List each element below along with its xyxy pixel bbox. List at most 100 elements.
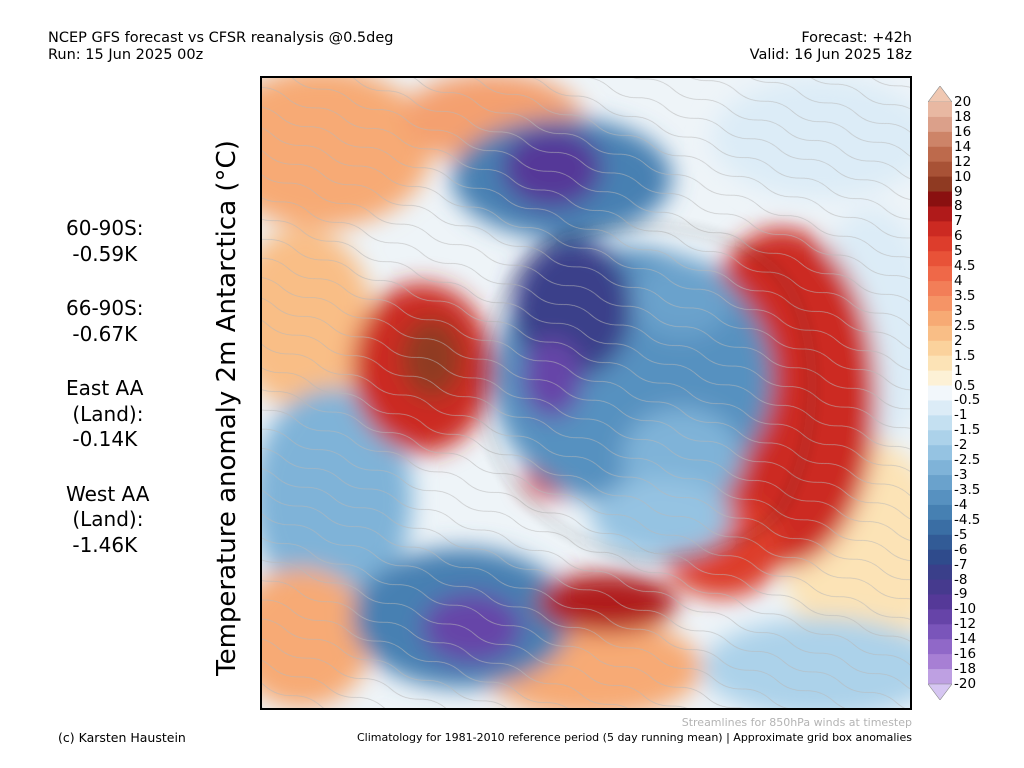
valid-time: Valid: 16 Jun 2025 18z [749,47,912,63]
colorbar-band [928,564,952,581]
colorbar-band [928,221,952,237]
colorbar-tick-label: -3.5 [954,482,981,498]
colorbar-tick-label: 4 [954,273,963,290]
colorbar-band [928,251,952,267]
colorbar-tick-label: -18 [954,661,977,678]
colorbar-tick-label: -0.5 [954,392,981,409]
colorbar [927,85,953,701]
colorbar-tick-label: -2 [954,437,968,454]
colorbar-tick-label: -3 [954,467,968,484]
colorbar-band [928,639,952,655]
chart-title: NCEP GFS forecast vs CFSR reanalysis @0.… [48,30,394,46]
colorbar-band [928,430,952,446]
colorbar-tick-label: 1 [954,362,963,379]
colorbar-band [928,475,952,491]
colorbar-tick-label: 5 [954,243,963,260]
coastline [479,225,813,559]
colorbar-tick-label: -1 [954,407,968,424]
colorbar-band [928,460,952,476]
y-axis-label: Temperature anomaly 2m Antarctica (°C) [212,140,242,676]
forecast-hour: Forecast: +42h [801,30,912,46]
colorbar-tick-label: 10 [954,168,972,185]
colorbar-tick-label: 14 [954,138,972,155]
stat-line: (Land): [66,401,144,426]
anomaly-map [260,76,912,710]
colorbar-tick-label: -4 [954,496,968,513]
colorbar-band [928,131,952,148]
colorbar-band [928,146,952,163]
colorbar-tick-label: 2.5 [954,317,976,334]
colorbar-band [928,609,952,625]
run-time: Run: 15 Jun 2025 00z [48,47,204,63]
colorbar-tick-label: -5 [954,526,968,543]
stat-line: East AA [66,376,144,400]
colorbar-tick-label: -2.5 [954,452,981,469]
colorbar-tick-label: 0.5 [954,377,976,394]
colorbar-tick-label: 2 [954,332,963,349]
colorbar-tick-label: -14 [954,631,977,648]
colorbar-band [928,579,952,595]
header-right: Forecast: +42h Valid: 16 Jun 2025 18z [750,30,912,64]
map-svg [262,78,910,708]
colorbar-tick-label: 20 [954,94,972,110]
colorbar-band [928,102,952,118]
stat-line: -0.67K [66,321,138,346]
stat-block: 60-90S: -0.59K [66,216,149,267]
colorbar-band [928,206,952,222]
stat-block: 66-90S: -0.67K [66,296,149,347]
colorbar-tick-label: 4.5 [954,258,976,275]
climatology-note: Climatology for 1981-2010 reference peri… [356,731,912,744]
header-left: NCEP GFS forecast vs CFSR reanalysis @0.… [48,30,393,64]
stat-line: 66-90S: [66,296,144,320]
colorbar-tick-label: 8 [954,198,963,215]
stat-block: West AA (Land): -1.46K [66,482,149,559]
colorbar-tick-label: -10 [954,601,977,618]
colorbar-tick-label: -9 [954,586,968,603]
colorbar-band [928,490,952,506]
colorbar-band [928,370,952,387]
colorbar-band [928,116,952,133]
colorbar-band [928,549,952,566]
colorbar-band [928,385,952,401]
credit: (c) Karsten Haustein [58,730,186,745]
colorbar-tick-label: -20 [954,676,977,692]
colorbar-tick-label: 3 [954,302,963,319]
colorbar-tick-label: 12 [954,153,972,170]
colorbar-band [928,594,952,610]
colorbar-band [928,415,952,431]
colorbar-tick-label: 3.5 [954,288,976,304]
stat-line: West AA [66,481,150,506]
colorbar-tick-label: 7 [954,213,963,230]
colorbar-tick-label: -16 [954,646,977,663]
colorbar-svg [927,85,953,701]
streamline-note: Streamlines for 850hPa winds at timestep [681,716,912,729]
colorbar-band [928,355,952,372]
colorbar-band [928,236,952,252]
colorbar-tick-label: -6 [954,541,968,558]
stat-line: (Land): [66,507,144,531]
colorbar-tick-label: -8 [954,571,968,588]
colorbar-tick-label: 6 [954,228,963,245]
colorbar-band [928,654,952,670]
colorbar-band [928,161,952,178]
colorbar-tick-label: -7 [954,556,968,573]
colorbar-bottom-tip [927,683,953,701]
stat-line: -0.59K [66,241,138,266]
colorbar-tick-label: -1.5 [954,422,981,439]
anomaly-stats: 60-90S: -0.59K 66-90S: -0.67K East AA (Lan… [66,216,149,587]
colorbar-top-tip [927,85,953,103]
colorbar-band [928,624,952,640]
colorbar-band [928,534,952,551]
colorbar-band [928,191,952,207]
colorbar-band [928,176,952,193]
colorbar-band [928,504,952,521]
colorbar-tick-label: 1.5 [954,347,976,364]
colorbar-band [928,266,952,282]
stat-block: East AA (Land): -0.14K [66,376,149,453]
colorbar-band [928,669,952,685]
colorbar-tick-label: 18 [954,108,972,125]
colorbar-tick-label: -12 [954,616,977,633]
colorbar-tick-label: 9 [954,183,963,200]
colorbar-band [928,519,952,536]
stat-line: 60-90S: [66,216,144,240]
